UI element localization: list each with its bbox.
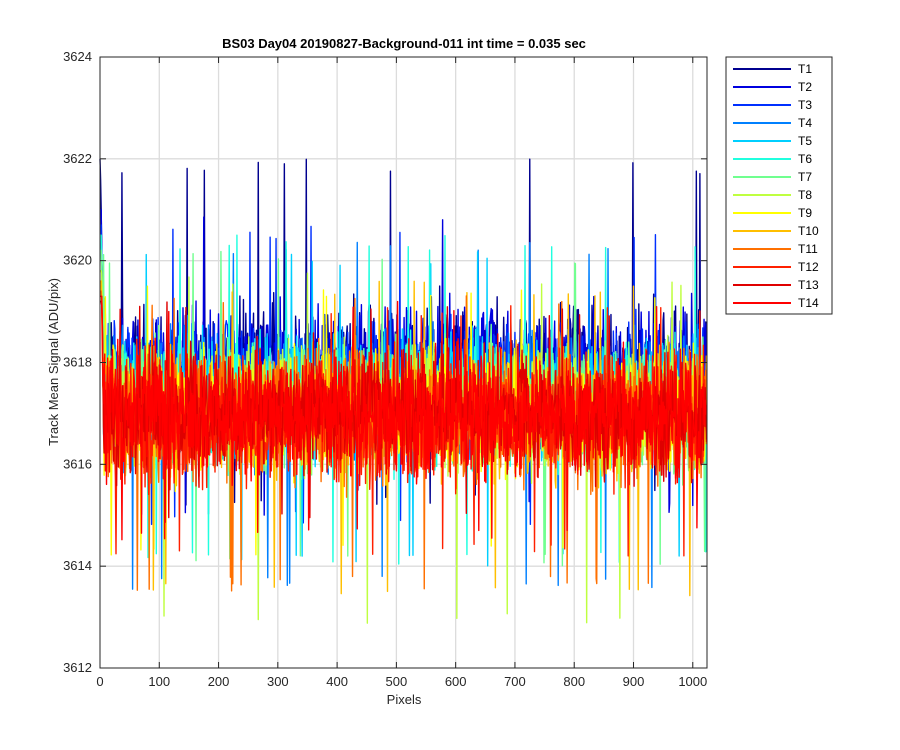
- x-tick-label: 700: [504, 674, 526, 689]
- legend-label-t8: T8: [798, 188, 812, 202]
- legend-label-t9: T9: [798, 206, 812, 220]
- x-axis-label: Pixels: [387, 692, 422, 707]
- y-tick-label: 3612: [63, 660, 92, 675]
- x-tick-label: 900: [623, 674, 645, 689]
- y-tick-label: 3618: [63, 355, 92, 370]
- legend-label-t6: T6: [798, 152, 812, 166]
- series-line-t14: [99, 295, 708, 541]
- y-tick-label: 3620: [63, 253, 92, 268]
- chart-title: BS03 Day04 20190827-Background-011 int t…: [222, 36, 586, 51]
- x-tick-label: 0: [96, 674, 103, 689]
- legend-box: [725, 56, 833, 315]
- legend-label-t5: T5: [798, 134, 812, 148]
- series-layer: [99, 158, 708, 624]
- x-tick-label: 500: [386, 674, 408, 689]
- y-axis: 3612 3614 3616 3618 3620 3622 3624: [63, 49, 707, 675]
- legend-label-t12: T12: [798, 260, 819, 274]
- legend-label-t2: T2: [798, 80, 812, 94]
- legend-label-t4: T4: [798, 116, 812, 130]
- legend-label-t13: T13: [798, 278, 819, 292]
- legend-label-t1: T1: [798, 62, 812, 76]
- y-tick-label: 3614: [63, 558, 92, 573]
- legend-label-t3: T3: [798, 98, 812, 112]
- legend-label-t7: T7: [798, 170, 812, 184]
- y-tick-label: 3616: [63, 456, 92, 471]
- x-tick-label: 200: [208, 674, 230, 689]
- y-tick-label: 3624: [63, 49, 92, 64]
- x-tick-label: 600: [445, 674, 467, 689]
- y-tick-label: 3622: [63, 151, 92, 166]
- legend-label-t10: T10: [798, 224, 819, 238]
- x-tick-label: 100: [148, 674, 170, 689]
- x-tick-label: 400: [326, 674, 348, 689]
- legend-label-t14: T14: [798, 296, 819, 310]
- legend: T1 T2 T3 T4 T5 T6 T7 T8 T9 T10 T11 T12 T13 T14: [725, 56, 833, 315]
- x-tick-label: 800: [563, 674, 585, 689]
- x-axis: 0 100 200 300 400 500 600 700 800 900 1000: [96, 57, 707, 689]
- y-axis-label: Track Mean Signal (ADU/pix): [46, 278, 61, 446]
- x-tick-label: 300: [267, 674, 289, 689]
- x-tick-label: 1000: [678, 674, 707, 689]
- legend-label-t11: T11: [798, 242, 818, 256]
